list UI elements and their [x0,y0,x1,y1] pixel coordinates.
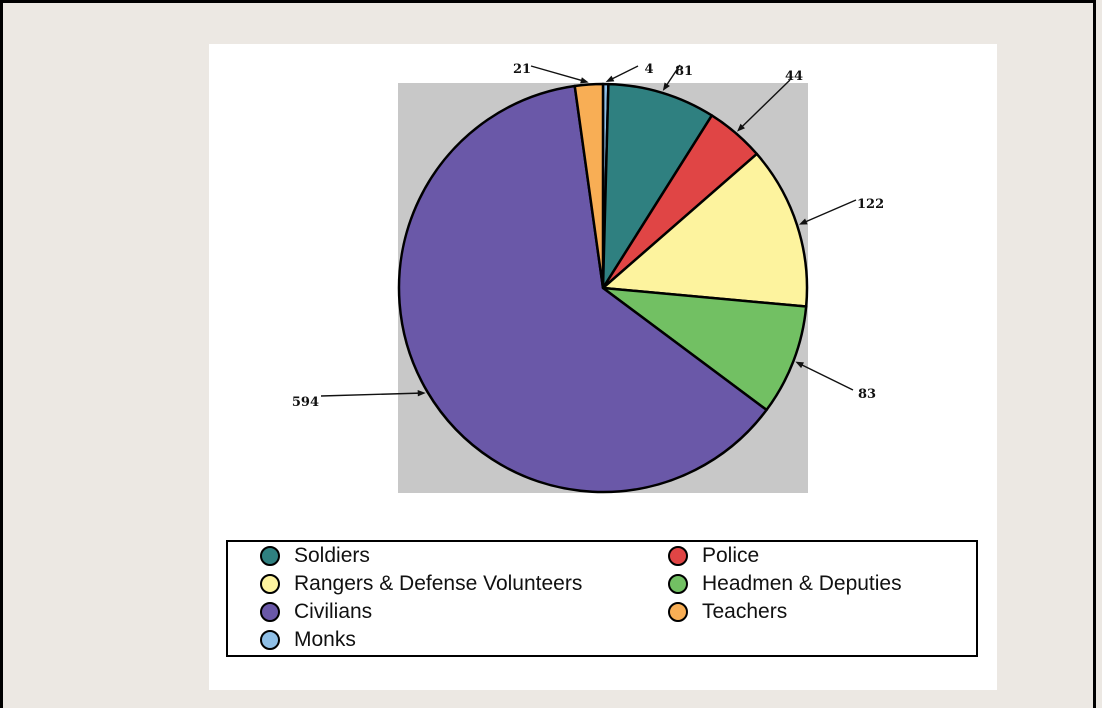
value-label-soldiers: 81 [675,64,693,79]
value-label-teachers: 21 [513,62,531,77]
value-label-monks: 4 [644,62,653,77]
value-label-police: 44 [785,69,803,84]
leader-line-civilians [320,392,420,397]
leader-arrowhead-monks [605,75,615,83]
legend-swatch-headmen [668,574,688,594]
legend-item-police: Police [668,543,759,569]
slice-rangers-and-defense-volunteers [601,152,809,308]
leader-line-soldiers [665,64,681,87]
legend-swatch-rangers [260,574,280,594]
legend-item-monks: Monks [260,627,356,653]
leader-arrowhead-rangers-and-defense-volunteers [799,218,808,225]
legend-item-soldiers: Soldiers [260,543,370,569]
legend-item-rangers: Rangers & Defense Volunteers [260,571,582,597]
slice-headmen-and-deputies [601,286,808,412]
value-label-headmen-and-deputies: 83 [858,387,876,402]
leader-line-monks [610,65,639,80]
leader-line-police [740,79,791,128]
legend-swatch-soldiers [260,546,280,566]
legend-swatch-teachers [668,602,688,622]
legend-label-rangers: Rangers & Defense Volunteers [294,572,583,595]
legend-item-headmen: Headmen & Deputies [668,571,902,597]
slice-civilians [397,84,768,494]
leader-line-rangers-and-defense-volunteers [804,199,857,223]
legend-swatch-police [668,546,688,566]
legend-item-teachers: Teachers [668,599,787,625]
slices [397,82,809,494]
value-label-civilians: 594 [292,395,319,410]
leader-arrowhead-civilians [417,389,426,397]
leader-arrowhead-headmen-and-deputies [795,361,804,369]
legend-label-police: Police [702,544,760,567]
leader-arrowhead-teachers [580,77,589,84]
value-labels: 4 81 44 122 83 594 21 [292,62,884,410]
chart-panel: 4 81 44 122 83 594 21 Soldiers Police Rangers … [209,44,997,690]
legend-label-teachers: Teachers [702,600,788,623]
slice-soldiers [601,82,714,290]
legend-swatch-monks [260,630,280,650]
legend: Soldiers Police Rangers & Defense Volunt… [226,540,978,657]
legend-item-civilians: Civilians [260,599,372,625]
slice-teachers [573,82,605,290]
value-label-rangers-and-defense-volunteers: 122 [857,197,884,212]
leader-arrowhead-soldiers [662,82,670,91]
legend-label-soldiers: Soldiers [294,544,370,567]
legend-label-civilians: Civilians [294,600,373,623]
legend-swatch-civilians [260,602,280,622]
leader-line-teachers [530,65,584,82]
legend-label-headmen: Headmen & Deputies [702,572,902,595]
leader-arrowhead-police [737,123,745,132]
pie-chart: 4 81 44 122 83 594 21 [292,62,884,494]
legend-label-monks: Monks [294,628,356,651]
leader-line-headmen-and-deputies [800,363,854,391]
